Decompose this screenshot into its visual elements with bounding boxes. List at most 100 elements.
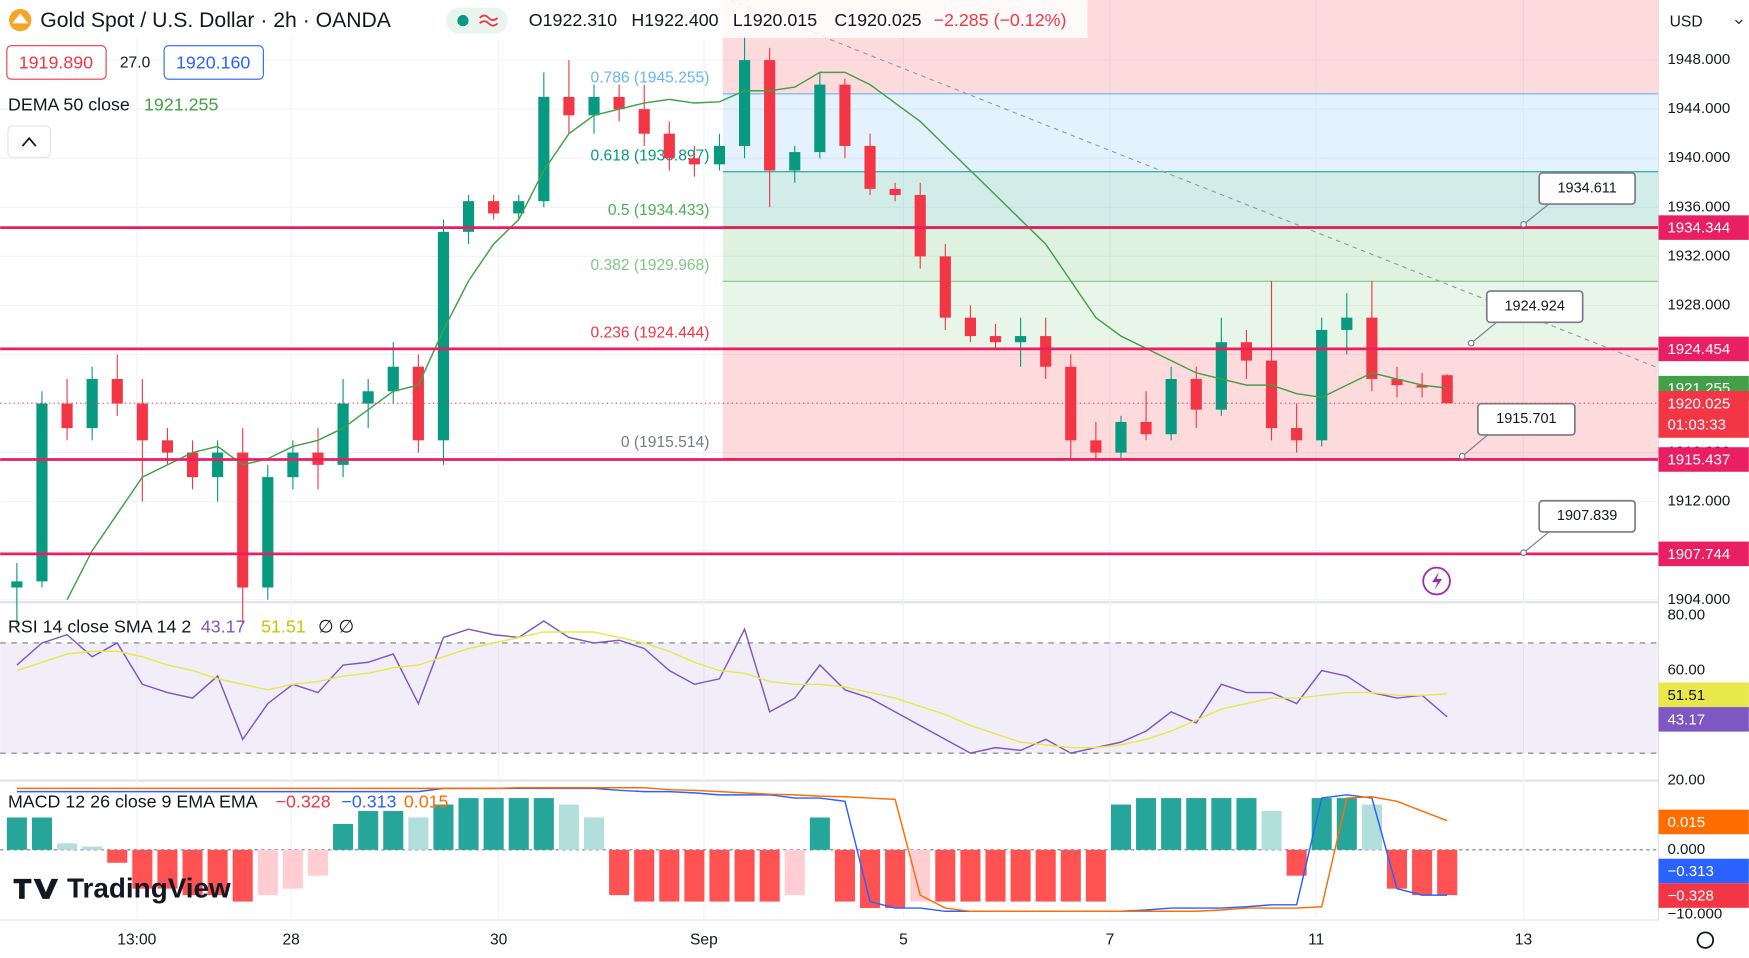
callout-anchor (1520, 549, 1527, 557)
candle-body (1291, 428, 1303, 441)
level-badge: 1934.344 (1667, 220, 1730, 237)
collapse-icon (21, 136, 37, 147)
currency-caret (1735, 19, 1743, 25)
symbol-name[interactable]: Gold Spot / U.S. Dollar · 2h · OANDA (40, 9, 392, 32)
callout-box (1485, 290, 1584, 324)
candle-body (1441, 375, 1453, 404)
histogram-bar (834, 849, 855, 902)
buy-price[interactable]: 1920.160 (176, 52, 250, 72)
histogram-bar (1336, 798, 1357, 850)
y-tick-label: 1932.000 (1667, 247, 1730, 264)
candle-body (764, 60, 776, 171)
macd-badge: −0.313 (1667, 863, 1713, 880)
macd-badge: 0.015 (1667, 814, 1705, 831)
brand-name: TradingView (67, 872, 231, 903)
spread: 27.0 (120, 55, 151, 72)
y-tick-label: −10.000 (1667, 905, 1722, 922)
histogram-bar (910, 849, 931, 902)
level-badge: 1924.454 (1667, 341, 1730, 358)
rsi-badge-bg (1658, 707, 1749, 732)
histogram-bar (1412, 849, 1433, 896)
candle-body (513, 201, 525, 214)
pane-value: 51.51 (261, 617, 306, 637)
macd-badge-bg (1658, 858, 1749, 884)
candle-body (462, 201, 475, 232)
histogram-bar (1060, 849, 1081, 902)
callout-anchor (1458, 452, 1466, 460)
histogram-bar (82, 846, 103, 850)
y-tick-label: 1928.000 (1667, 296, 1730, 313)
sell-price[interactable]: 1919.890 (19, 52, 93, 72)
candle-body (1416, 385, 1428, 388)
buy-button[interactable] (163, 45, 264, 80)
currency-select[interactable]: USD (1670, 13, 1703, 30)
fib-zone (722, 226, 1659, 282)
candle-body (563, 96, 575, 116)
histogram-bar (1386, 849, 1408, 889)
symbol-icon-glyph (12, 13, 29, 24)
histogram-bar (433, 804, 454, 850)
histogram-bar (1286, 849, 1307, 876)
pane-value: ∅ ∅ (318, 617, 354, 637)
candle-body (136, 403, 148, 441)
ohlc-close: C1920.025 (834, 10, 921, 30)
sma-badge-bg (1658, 682, 1749, 708)
level-badge-bg (1658, 215, 1749, 240)
y-tick-label: 1912.000 (1667, 493, 1730, 510)
callout-anchor (1520, 220, 1527, 228)
candle-body (1316, 329, 1328, 441)
candle-body (663, 133, 675, 159)
histogram-bar (31, 817, 53, 850)
candle-body (362, 391, 374, 404)
candle-body (939, 256, 951, 318)
sell-button[interactable] (6, 45, 107, 80)
histogram-bar (257, 849, 278, 896)
candle-body (1391, 379, 1403, 386)
series-line (16, 787, 1448, 913)
macd-badge-bg (1658, 809, 1749, 835)
callout-pointer (1470, 320, 1499, 344)
candle-body (789, 152, 801, 171)
callout-pointer (1523, 530, 1551, 554)
x-tick-label: 30 (490, 931, 508, 948)
callout-anchor (1467, 339, 1475, 347)
histogram-bar (307, 849, 329, 876)
series-line (16, 620, 1448, 754)
macd-badge-bg (1658, 883, 1749, 908)
pane-title: MACD 12 26 close 9 EMA EMA (8, 792, 258, 812)
callout-pointer (1461, 433, 1490, 457)
y-tick-label: 1948.000 (1667, 51, 1730, 68)
x-tick-label: 7 (1106, 931, 1115, 948)
collapse-button[interactable] (7, 125, 51, 158)
histogram-bar (57, 843, 78, 850)
candle-body (1215, 342, 1227, 410)
brand-logo (13, 878, 59, 899)
histogram-bar (282, 849, 303, 889)
histogram-bar (583, 817, 605, 850)
sma-badge: 51.51 (1667, 687, 1705, 704)
candle-body (914, 195, 926, 257)
candle-body (638, 109, 650, 134)
histogram-bar (458, 798, 479, 850)
candle-body (36, 403, 48, 582)
histogram-bar (1010, 849, 1031, 902)
ohlc-change: −2.285 (−0.12%) (934, 10, 1067, 30)
status-pill[interactable] (446, 7, 508, 34)
settings-icon[interactable] (1696, 931, 1715, 949)
callout-pointer (1523, 202, 1551, 225)
histogram-bar (1136, 798, 1157, 850)
last-price-badge-bg (1658, 390, 1749, 438)
histogram-bar (1085, 849, 1106, 902)
indicator-name[interactable]: DEMA 50 close (8, 95, 130, 115)
candle-body (161, 440, 174, 453)
histogram-bar (558, 804, 579, 850)
candle-body (588, 96, 600, 116)
x-tick-label: 11 (1308, 931, 1324, 948)
histogram-bar (885, 849, 906, 909)
x-tick-label: 13:00 (117, 931, 156, 948)
fib-label: 0.382 (1929.968) (591, 257, 710, 274)
series-line (66, 71, 1448, 601)
pane-value: −0.328 (276, 792, 331, 812)
candle-body (839, 84, 851, 146)
